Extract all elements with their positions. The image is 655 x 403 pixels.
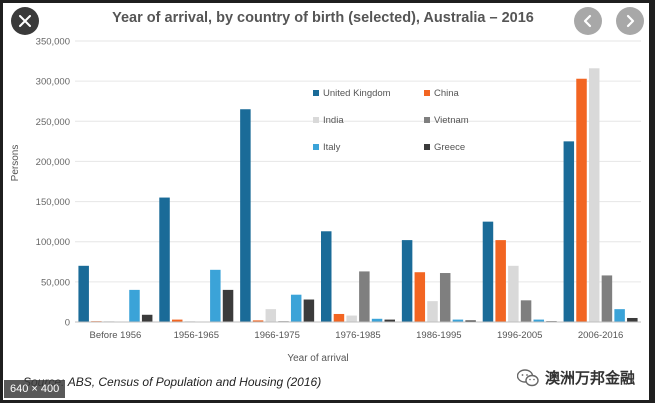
y-tick-label: 300,000 xyxy=(36,77,70,88)
bar-china xyxy=(171,319,183,322)
next-button[interactable] xyxy=(616,7,644,35)
bar-united-kingdom xyxy=(401,240,413,322)
bar-greece xyxy=(627,317,638,322)
x-tick-label: Before 1956 xyxy=(90,330,142,341)
y-tick-label: 250,000 xyxy=(36,117,70,128)
bar-india xyxy=(427,301,438,322)
chart-svg: Year of arrival, by country of birth (se… xyxy=(10,10,641,364)
x-tick-label: 2006-2016 xyxy=(578,330,623,341)
bar-united-kingdom xyxy=(159,197,170,322)
bar-china xyxy=(576,78,587,322)
chevron-left-icon xyxy=(583,14,592,28)
legend: United Kingdom China India Vietnam Italy Gree… xyxy=(313,88,469,153)
legend-swatch xyxy=(313,90,319,96)
bar-greece xyxy=(303,299,315,322)
wechat-icon xyxy=(516,368,539,386)
x-tick-labels: Before 1956 1956-1965 1966-1975 1976-1985 19… xyxy=(90,330,624,341)
bar-china xyxy=(414,272,426,322)
x-axis-label: Year of arrival xyxy=(287,353,348,364)
x-tick-label: 1986-1995 xyxy=(416,330,461,341)
bar-china xyxy=(252,320,264,322)
bar-united-kingdom xyxy=(482,221,494,322)
source-text: ABS, Census of Population and Housing (2… xyxy=(67,375,322,389)
x-tick-label: 1956-1965 xyxy=(174,330,219,341)
close-icon xyxy=(19,15,31,27)
x-tick-label: 1996-2005 xyxy=(497,330,542,341)
legend-label: China xyxy=(434,88,460,99)
bar-greece xyxy=(465,320,476,322)
y-tick-label: 200,000 xyxy=(36,157,70,168)
bar-india xyxy=(346,315,357,322)
bar-greece xyxy=(222,289,234,322)
legend-swatch xyxy=(424,90,430,96)
y-axis-label: Persons xyxy=(10,145,21,182)
bar-india xyxy=(265,309,277,322)
bar-italy xyxy=(210,269,221,322)
bar-italy xyxy=(533,319,545,322)
bar-india xyxy=(588,68,600,322)
bar-greece xyxy=(384,319,395,322)
bar-united-kingdom xyxy=(78,265,89,322)
bar-vietnam xyxy=(359,271,370,322)
close-button[interactable] xyxy=(11,7,39,35)
legend-swatch xyxy=(313,144,319,150)
bar-china xyxy=(333,313,345,322)
y-tick-label: 50,000 xyxy=(41,277,70,288)
bar-italy xyxy=(129,289,140,322)
watermark-text: 澳洲万邦金融 xyxy=(544,369,635,387)
bar-china xyxy=(495,240,506,322)
legend-label: Vietnam xyxy=(434,115,469,126)
legend-label: United Kingdom xyxy=(323,88,391,99)
y-tick-label: 350,000 xyxy=(36,37,70,48)
bar-india xyxy=(508,265,519,322)
chart-card: Year of arrival, by country of birth (se… xyxy=(3,3,649,400)
y-tick-label: 100,000 xyxy=(36,237,70,248)
source-line: Source: ABS, Census of Population and Ho… xyxy=(23,375,321,389)
legend-label: Greece xyxy=(434,142,465,153)
legend-swatch xyxy=(313,117,319,123)
y-tick-label: 0 xyxy=(65,318,70,329)
bar-greece xyxy=(141,314,153,322)
legend-label: India xyxy=(323,115,344,126)
bars xyxy=(78,68,638,322)
previous-button[interactable] xyxy=(574,7,602,35)
chevron-right-icon xyxy=(626,14,635,28)
bar-italy xyxy=(290,294,302,322)
legend-swatch xyxy=(424,117,430,123)
bar-united-kingdom xyxy=(240,109,251,322)
x-tick-label: 1976-1985 xyxy=(335,330,380,341)
legend-label: Italy xyxy=(323,142,341,153)
y-tick-label: 150,000 xyxy=(36,197,70,208)
legend-swatch xyxy=(424,144,430,150)
bar-vietnam xyxy=(439,273,451,322)
image-size-badge: 640 × 400 xyxy=(4,380,66,398)
bar-vietnam xyxy=(520,300,532,322)
y-tick-labels: 0 50,000 100,000 150,000 200,000 250,000 300,0… xyxy=(36,37,70,329)
chart-title: Year of arrival, by country of birth (se… xyxy=(112,10,534,26)
bar-united-kingdom xyxy=(563,141,575,322)
x-tick-label: 1966-1975 xyxy=(254,330,299,341)
bar-italy xyxy=(614,309,625,322)
bar-united-kingdom xyxy=(321,231,332,322)
bar-italy xyxy=(371,318,383,322)
bar-vietnam xyxy=(601,275,613,322)
bar-italy xyxy=(452,319,464,322)
watermark: 澳洲万邦金融 xyxy=(516,367,635,388)
